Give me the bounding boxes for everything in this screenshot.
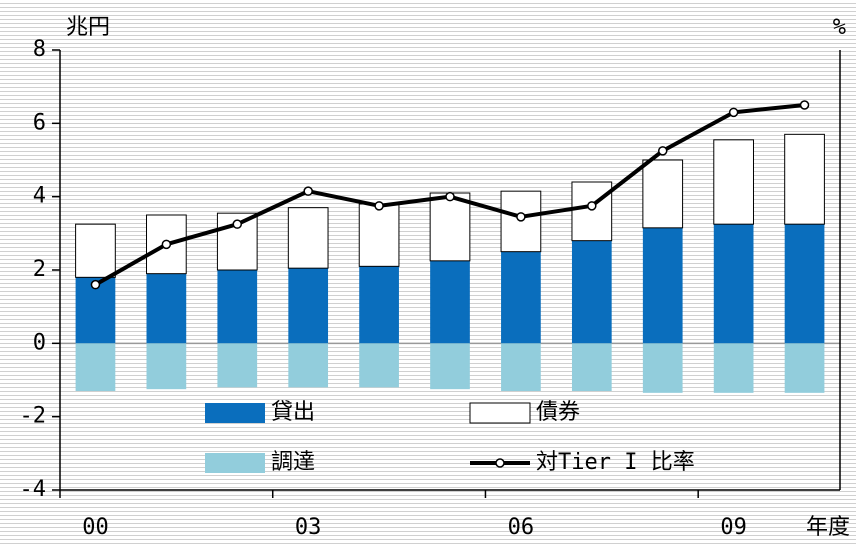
bar — [571, 343, 612, 391]
bar — [75, 223, 116, 278]
bar — [713, 343, 754, 393]
bar — [75, 343, 116, 391]
line-marker — [303, 186, 313, 196]
x-tick-label: 03 — [295, 515, 322, 540]
bar — [784, 224, 825, 344]
y-tick-label: 0 — [33, 330, 46, 355]
bar — [359, 343, 399, 388]
bar — [288, 268, 329, 344]
y-axis-label: 兆円 — [66, 15, 110, 40]
bar — [146, 273, 187, 344]
line-marker — [161, 239, 172, 250]
legend-swatch — [495, 458, 505, 468]
line-marker — [374, 201, 384, 211]
bar — [642, 343, 683, 393]
legend-swatch — [205, 403, 265, 423]
y-tick-label: 6 — [33, 110, 46, 135]
line-marker — [587, 201, 597, 211]
bar — [713, 139, 754, 225]
bar — [501, 251, 541, 344]
bar — [571, 181, 613, 242]
y2-axis-label: % — [833, 15, 846, 40]
bar — [642, 159, 684, 229]
legend-swatch — [469, 402, 531, 424]
y-tick-label: 4 — [33, 184, 46, 209]
bar — [642, 227, 683, 344]
x-tick-label: 06 — [508, 515, 535, 540]
legend-label: 貸出 — [271, 400, 315, 425]
bar — [359, 266, 399, 344]
line-marker — [90, 279, 101, 290]
y-tick-label: 2 — [33, 257, 46, 282]
line-marker — [445, 191, 455, 202]
legend-swatch — [205, 453, 265, 473]
legend-label: 調達 — [271, 450, 315, 475]
y-tick-label: -4 — [20, 477, 47, 502]
line-marker — [728, 107, 739, 118]
y-tick-label: 8 — [33, 37, 46, 62]
bar — [217, 343, 258, 388]
bar — [217, 270, 258, 344]
x-axis-label: 年度 — [806, 515, 850, 540]
bar — [713, 224, 754, 344]
line-marker — [657, 146, 668, 156]
x-tick-label: 09 — [720, 515, 747, 540]
line-marker — [232, 219, 243, 229]
bar — [430, 260, 470, 344]
legend-label: 債券 — [536, 400, 580, 425]
bar — [571, 240, 612, 344]
line-marker — [799, 100, 810, 110]
bar — [784, 133, 825, 225]
bar — [358, 203, 400, 267]
bar — [288, 343, 329, 388]
line-marker — [516, 212, 526, 222]
bar — [784, 343, 825, 393]
bar — [429, 192, 471, 262]
legend-label: 対Tier I 比率 — [536, 450, 695, 475]
bar — [146, 343, 187, 390]
bar — [287, 207, 329, 269]
bar — [501, 343, 541, 391]
bar — [430, 343, 470, 390]
x-tick-label: 00 — [82, 515, 109, 540]
y-tick-label: -2 — [20, 404, 47, 429]
